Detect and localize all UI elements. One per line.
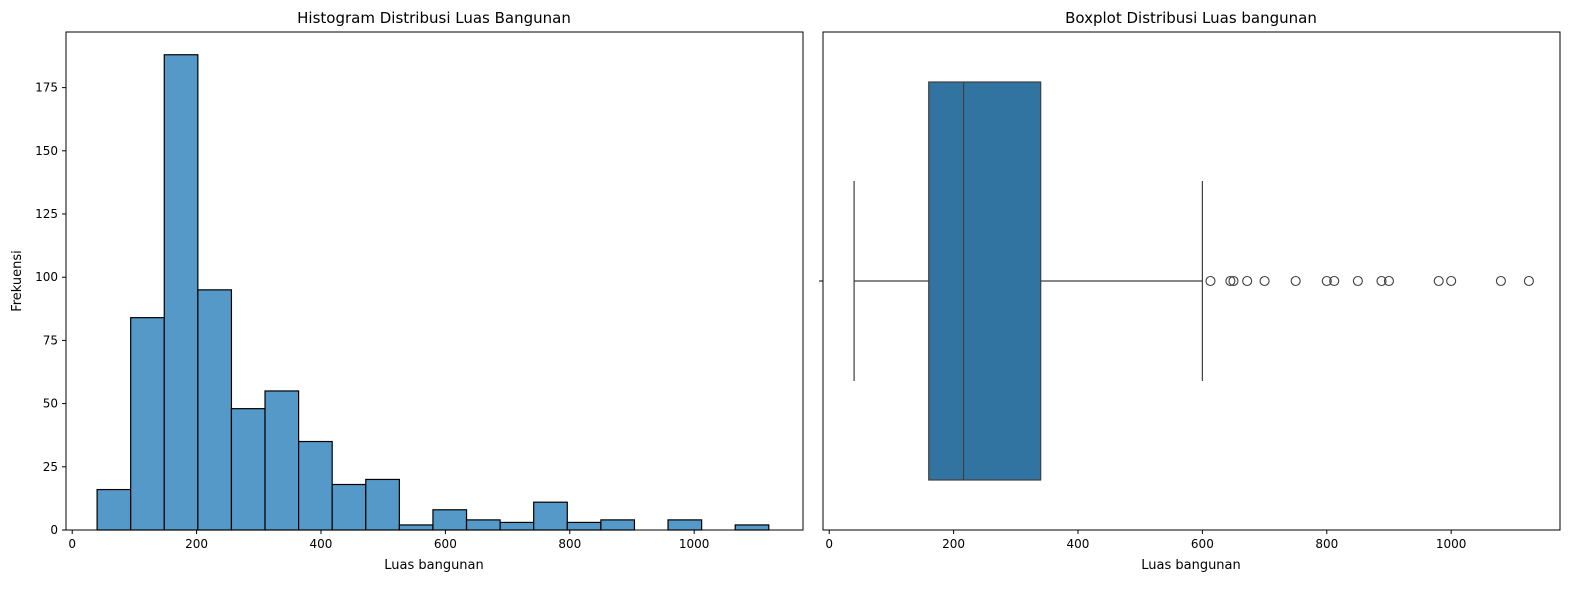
boxplot-outlier (1383, 275, 1395, 287)
boxplot-outlier (1433, 275, 1444, 287)
histogram-y-tick-label: 0 (50, 523, 58, 537)
boxplot-outlier (1225, 275, 1236, 287)
boxplot-x-tick-label: 400 (1067, 537, 1090, 551)
histogram-bar (298, 440, 333, 531)
boxplot-outlier (1329, 275, 1340, 287)
histogram-bar (600, 519, 636, 531)
boxplot-outlier (1352, 275, 1363, 287)
histogram-bar (96, 488, 132, 531)
histogram-x-tick-label: 1000 (679, 537, 710, 551)
histogram-bar (130, 317, 165, 531)
boxplot-marks (853, 81, 1534, 481)
histogram-bar (432, 509, 468, 531)
histogram-x-ticks: 0 200 400 600 800 1000 (68, 530, 709, 551)
boxplot-title: Boxplot Distribusi Luas bangunan (1065, 9, 1317, 27)
histogram-bar (163, 54, 199, 531)
boxplot-x-tick-label: 600 (1191, 537, 1214, 551)
histogram-bar (398, 524, 434, 531)
histogram-x-axis-label: Luas bangunan (384, 558, 484, 573)
boxplot-x-axis-label: Luas bangunan (1141, 558, 1241, 573)
boxplot-outlier (1523, 275, 1534, 287)
histogram-bar (365, 478, 400, 531)
histogram-y-tick-label: 125 (35, 207, 58, 221)
histogram-bar (197, 289, 233, 531)
histogram-x-tick-label: 800 (558, 537, 581, 551)
boxplot-x-tick-label: 200 (942, 537, 965, 551)
histogram-x-tick-label: 200 (185, 537, 208, 551)
histogram-bar (465, 519, 501, 531)
boxplot-outlier (1228, 275, 1239, 287)
boxplot-outlier (1259, 275, 1270, 287)
boxplot-outlier (1321, 275, 1332, 287)
boxplot-x-tick-label: 0 (825, 537, 833, 551)
histogram-bar (734, 524, 770, 531)
histogram-y-ticks: 0 25 50 75 100 125 150 175 (35, 81, 66, 537)
boxplot-outlier (1495, 275, 1506, 287)
histogram-bars (96, 54, 770, 531)
histogram-bar (566, 521, 602, 531)
histogram-x-tick-label: 400 (310, 537, 333, 551)
histogram-x-tick-label: 0 (68, 537, 76, 551)
boxplot-box (928, 81, 1042, 481)
boxplot-outlier (1376, 275, 1387, 287)
boxplot-outlier (1290, 275, 1301, 287)
boxplot-outlier (1242, 275, 1253, 287)
boxplot-x-ticks: 0 200 400 600 800 1000 (825, 530, 1466, 551)
histogram-y-tick-label: 100 (35, 270, 58, 284)
histogram-y-tick-label: 150 (35, 144, 58, 158)
histogram-bar (331, 483, 367, 531)
histogram-plot-frame (65, 31, 804, 531)
histogram-y-tick-label: 175 (35, 81, 58, 95)
histogram-bar (230, 408, 266, 531)
histogram-bar (533, 501, 568, 531)
histogram-y-tick-label: 75 (43, 333, 58, 347)
boxplot-outlier (1205, 275, 1216, 287)
boxplot-x-tick-label: 800 (1315, 537, 1338, 551)
histogram-y-axis-label: Frekuensi (10, 250, 25, 312)
histogram-panel: Histogram Distribusi Luas Bangunan 0 200 4… (10, 9, 804, 573)
boxplot-panel: Boxplot Distribusi Luas bangunan 0 200 400… (819, 9, 1561, 573)
histogram-x-tick-label: 600 (434, 537, 457, 551)
histogram-y-tick-label: 50 (43, 397, 58, 411)
histogram-title: Histogram Distribusi Luas Bangunan (297, 9, 571, 27)
boxplot-outlier (1446, 275, 1457, 287)
histogram-bar (667, 519, 703, 531)
histogram-bar (264, 390, 300, 531)
histogram-y-tick-label: 25 (43, 460, 58, 474)
histogram-bar (499, 521, 535, 531)
boxplot-x-tick-label: 1000 (1436, 537, 1467, 551)
